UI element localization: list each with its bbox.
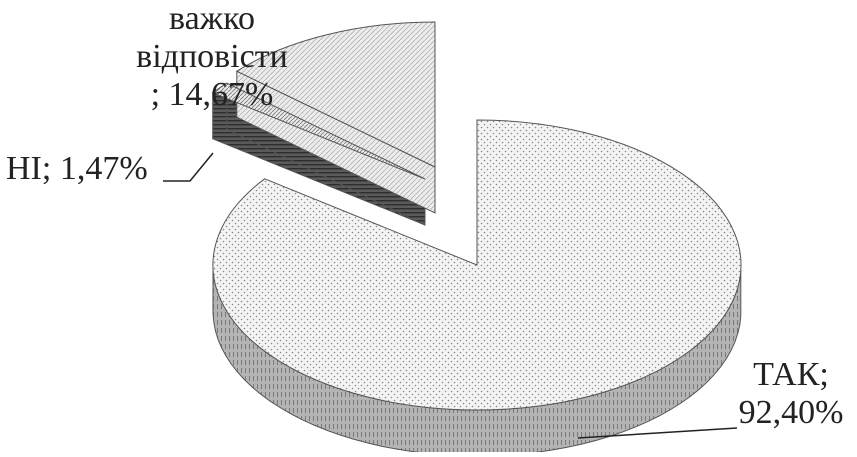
slice-label-tak-line2: 92,40%	[738, 394, 844, 431]
pie-slice-top-0	[212, 119, 742, 411]
slice-label-tak: ТАК; 92,40%	[728, 356, 854, 432]
pie-slice-top-2	[235, 21, 436, 168]
slice-label-ni-line1: НІ; 1,47%	[6, 150, 148, 187]
slice-label-tak-line1: ТАК;	[753, 356, 829, 393]
slice-label-ni: НІ; 1,47%	[6, 150, 148, 188]
leader-line-0	[577, 427, 738, 439]
slice-label-vazhko-line3: ; 14,67%	[150, 76, 274, 113]
pie-slice-top-1	[211, 82, 426, 180]
slice-label-vazhko-line2: відповісти	[136, 38, 288, 75]
pie-tops	[211, 21, 742, 411]
leader-line-1	[163, 152, 214, 182]
slice-label-vazhko-line1: важко	[169, 0, 255, 37]
slice-label-vazhko: важко відповісти ; 14,67%	[122, 0, 302, 114]
pie-leader-lines	[163, 152, 738, 439]
